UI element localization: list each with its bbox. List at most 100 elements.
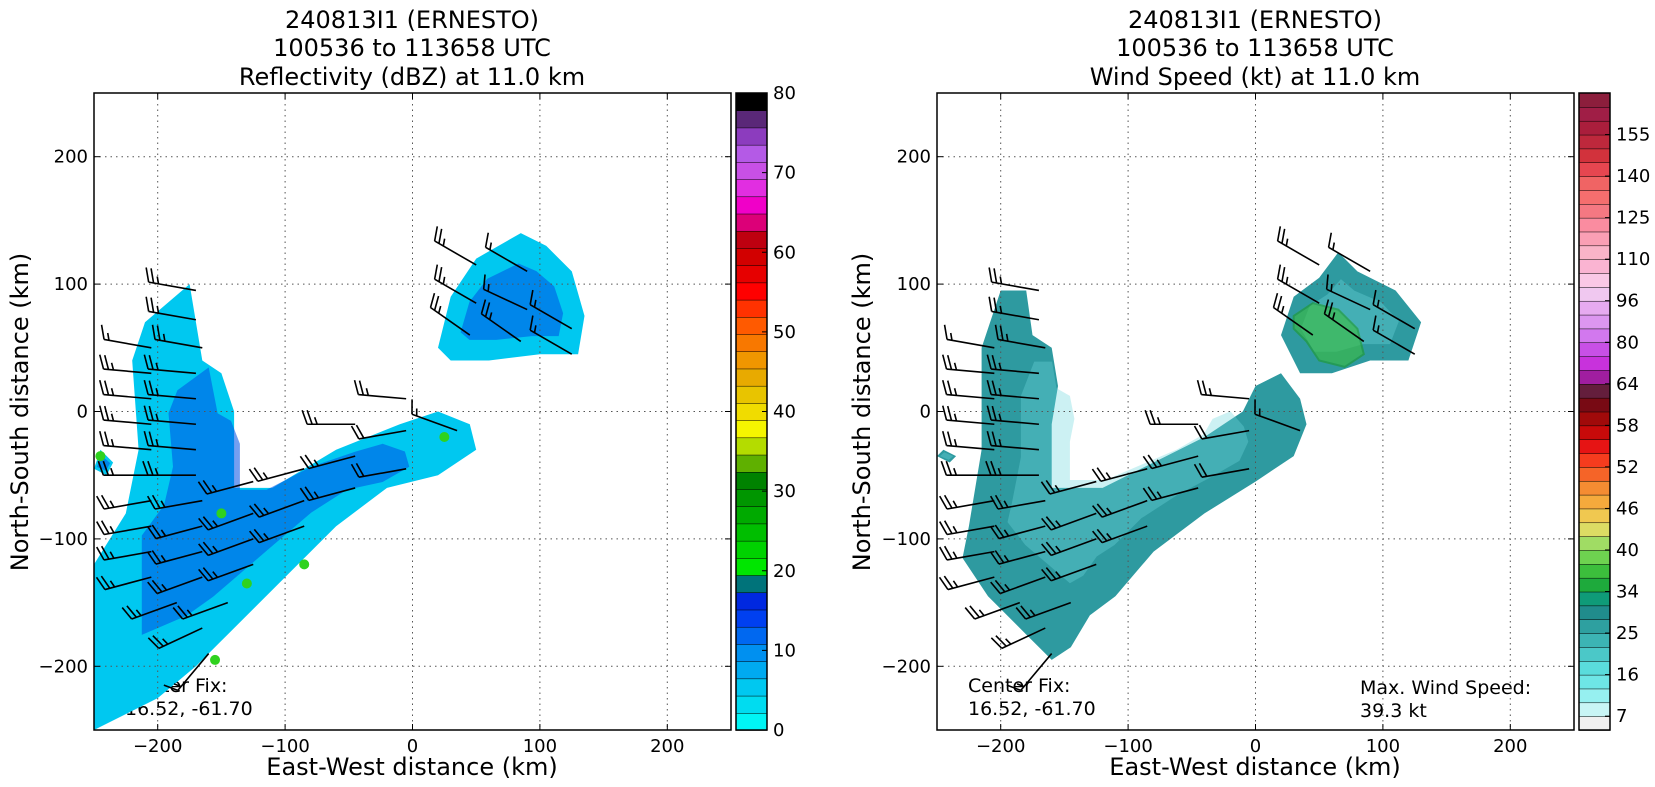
reflectivity-wind-barb [248,467,305,483]
wind-wind-barb [988,267,1040,292]
wind-colorbar-tick-label: 7 [1616,706,1627,727]
wind-x-tick-label: −200 [976,736,1025,757]
reflectivity-colorbar-tick-label: 80 [773,83,796,104]
wind-wind-barb [1327,232,1371,273]
reflectivity-wind-barb [529,315,573,355]
reflectivity-colorbar-bin [735,213,768,232]
wind-wind-barb [1041,563,1097,582]
wind-colorbar-tick-label: 96 [1616,291,1639,312]
wind-colorbar-bin [1578,549,1611,565]
reflectivity-panel: 240813I1 (ERNESTO) 100536 to 113658 UTC … [6,6,796,781]
wind-y-tick-label: 200 [897,147,931,168]
wind-region-west-blob [937,449,957,463]
reflectivity-colorbar-bin [735,144,768,163]
wind-center-fix-label: Center Fix: [968,675,1070,697]
wind-colorbar-bin [1578,286,1611,302]
wind-title-line-1: 240813I1 (ERNESTO) [1128,6,1382,34]
reflectivity-wind-barb [147,627,203,650]
wind-wind-barb [1041,512,1097,531]
wind-wind-barb [1372,315,1416,355]
wind-colorbar-bin [1578,632,1611,648]
wind-wind-barb [985,460,1039,477]
reflectivity-x-tick-label: 0 [407,736,418,757]
wind-wind-barb [1272,292,1314,336]
reflectivity-colorbar-tick-label: 70 [773,163,796,184]
wind-colorbar-bin [1578,508,1611,524]
reflectivity-wind-barb [249,525,305,544]
reflectivity-wind-barb [142,460,196,477]
reflectivity-wind-barb [98,354,152,375]
reflectivity-colorbar-bin [735,161,768,180]
wind-y-tick-label: 0 [920,402,931,423]
reflectivity-wind-barb [97,460,152,477]
wind-colorbar-tick-label: 155 [1616,125,1650,146]
wind-wind-barb [1144,409,1199,426]
reflectivity-y-tick-label: 200 [54,147,88,168]
reflectivity-wind-barb [350,424,407,440]
wind-wind-barb [1092,499,1148,518]
wind-region-core-main-band [1007,361,1249,584]
reflectivity-colorbar-bin [735,264,768,284]
wind-wind-barb [990,576,1046,595]
reflectivity-colorbar-tick-label: 40 [773,402,796,423]
reflectivity-wind-barb [96,520,152,536]
wind-colorbar-bin [1578,425,1611,440]
wind-wind-barb [1372,289,1416,330]
wind-wind-barb [1091,467,1148,483]
reflectivity-wind-barb [146,524,203,540]
reflectivity-colorbar-tick-label: 50 [773,322,796,343]
reflectivity-x-axis-label: East-West distance (km) [266,753,557,781]
reflectivity-wind-barb [484,232,528,273]
wind-wind-barb [989,494,1046,510]
wind-colorbar-bin [1578,342,1611,357]
reflectivity-x-tick-label: 200 [650,736,684,757]
wind-wind-barb [1142,486,1199,502]
reflectivity-wind-barb [146,494,203,510]
wind-colorbar: 7 16 25 34 40 46 52 58 64 80 96 110 125 140 155 [1578,92,1650,731]
reflectivity-colorbar-bin [735,505,768,525]
reflectivity-colorbar-bin [735,385,768,404]
reflectivity-field [94,233,585,730]
reflectivity-axis-ticks: −200 −100 0 100 200 −200 −100 0 100 200 [39,93,731,757]
wind-wind-barb [986,354,1039,375]
wind-colorbar-bin [1578,120,1611,136]
wind-x-axis-label: East-West distance (km) [1109,753,1400,781]
wind-wind-barb [940,460,995,477]
reflectivity-wind-barb [301,409,356,426]
wind-wind-barb [988,296,1040,321]
wind-wind-barb [1325,274,1371,311]
reflectivity-wind-barb [145,267,197,292]
wind-colorbar-tick-label: 40 [1616,540,1639,561]
wind-contour-green-34kt [1292,302,1365,368]
wind-colorbar-bin [1578,300,1611,316]
reflectivity-wind-barb [121,601,178,620]
reflectivity-colorbar-bin [735,247,768,266]
reflectivity-colorbar-bin [735,178,768,198]
wind-colorbar-bin [1578,161,1611,177]
wind-colorbar-bin [1578,494,1611,510]
wind-wind-barb [1040,480,1097,495]
reflectivity-colorbar-bin [735,109,768,129]
wind-wind-barb [1196,379,1250,400]
wind-wind-barbs [938,226,1416,692]
wind-colorbar-bin [1578,522,1611,537]
reflectivity-x-tick-label: −200 [133,736,182,757]
wind-wind-barb [1193,462,1250,478]
wind-colorbar-bin [1578,258,1611,274]
reflectivity-wind-barb [143,379,196,400]
reflectivity-colorbar-tick-label: 0 [773,720,784,741]
reflectivity-colorbar-tick-label: 30 [773,481,796,502]
wind-colorbar-bin [1578,563,1611,579]
reflectivity-cell [216,508,227,519]
reflectivity-colorbar-bin [735,678,768,697]
reflectivity-colorbar-bin [735,299,768,318]
wind-colorbar-tick-label: 58 [1616,415,1639,436]
reflectivity-cell [241,578,252,589]
reflectivity-wind-barb [98,430,152,451]
reflectivity-y-tick-label: −100 [39,529,88,550]
wind-wind-barb [1041,538,1097,557]
reflectivity-wind-barb [98,379,152,400]
reflectivity-center-fix-value: 16.52, -61.70 [125,698,253,720]
wind-colorbar-bin [1578,397,1611,413]
